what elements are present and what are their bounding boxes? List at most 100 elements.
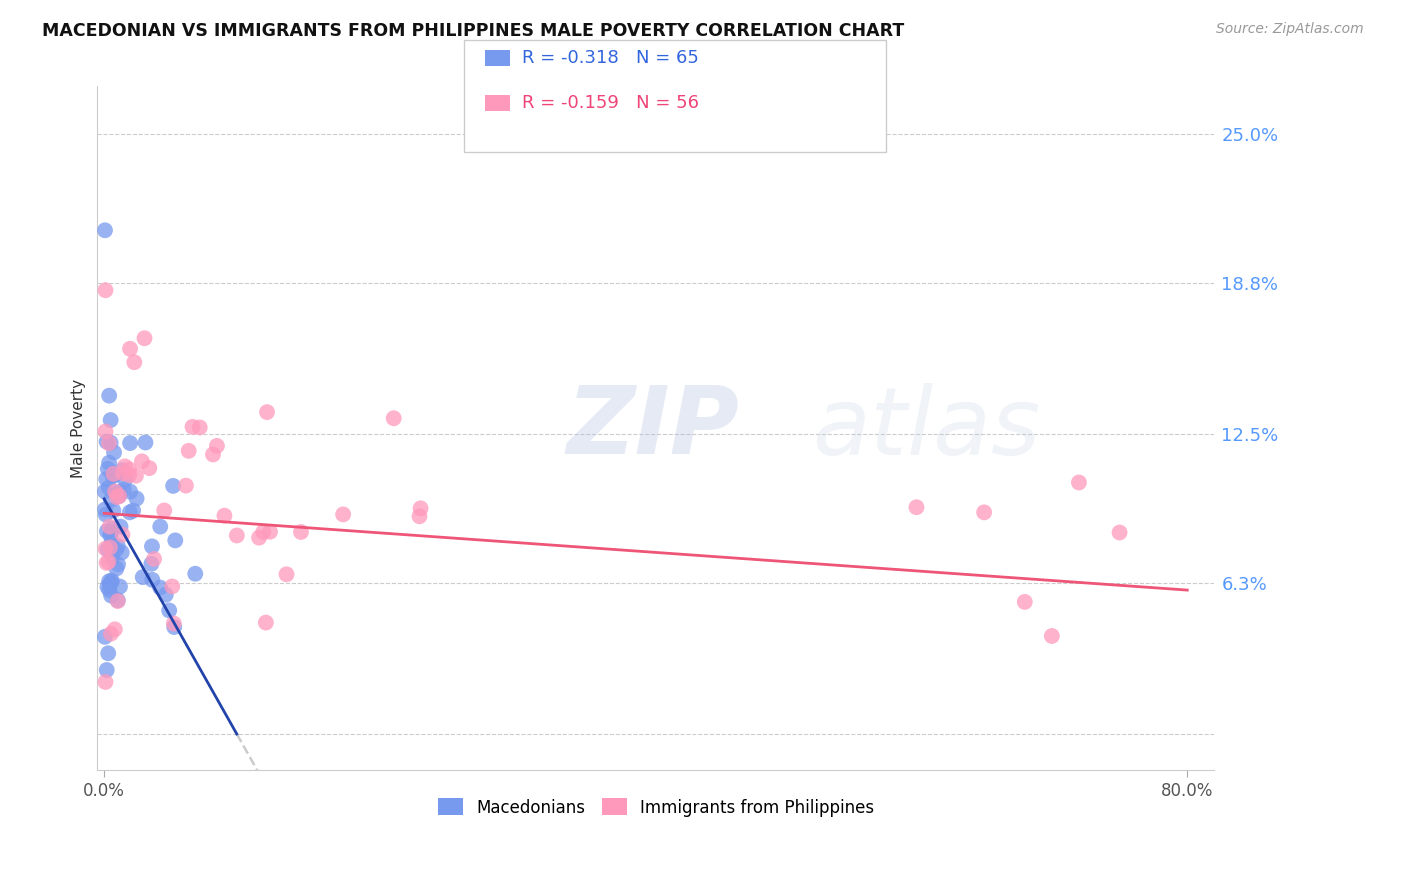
Point [259,524,281,539]
Point [149,581,172,595]
Point [225,528,247,542]
Point [107,593,129,607]
Point [290,524,312,539]
Point [100,536,122,550]
Point [205,439,228,453]
Point [98,574,121,589]
Point [214,508,236,523]
Point [409,501,432,516]
Point [141,540,163,554]
Point [132,570,155,584]
Point [134,435,156,450]
Point [101,469,124,483]
Point [98,389,121,403]
Point [97,462,120,476]
Point [163,616,186,631]
Point [107,489,129,503]
Point [256,405,278,419]
Point [107,558,129,572]
Point [118,462,141,476]
Point [105,561,128,575]
Text: R = -0.159   N = 56: R = -0.159 N = 56 [522,94,699,112]
Point [108,485,131,500]
Point [94,630,117,644]
Point [111,463,134,477]
Point [155,588,177,602]
Point [131,454,153,468]
Point [96,663,118,677]
Point [103,467,125,481]
Point [103,445,125,459]
Point [94,223,117,237]
Point [382,411,405,425]
Point [100,435,122,450]
Point [118,505,141,519]
Point [188,420,211,434]
Point [141,557,163,571]
Point [94,484,117,499]
Point [100,589,122,603]
Point [100,575,122,590]
Point [134,331,156,345]
Point [104,467,127,482]
Point [174,478,197,492]
Point [118,342,141,356]
Point [905,500,928,515]
Point [100,493,122,508]
Point [105,490,128,504]
Point [120,436,142,450]
Point [111,527,134,541]
Point [97,542,120,557]
Point [96,472,118,486]
Point [98,577,121,591]
Point [1014,595,1036,609]
Point [1040,629,1063,643]
Point [96,556,118,570]
Point [97,646,120,660]
Point [101,550,124,565]
Point [114,472,136,486]
Point [94,425,117,439]
Text: Source: ZipAtlas.com: Source: ZipAtlas.com [1216,22,1364,37]
Point [202,447,225,461]
Point [108,580,131,594]
Point [105,542,128,557]
Point [122,503,145,517]
Text: atlas: atlas [813,383,1040,474]
Point [98,519,121,533]
Point [101,522,124,536]
Point [120,484,142,499]
Point [125,468,148,483]
Point [149,519,172,533]
Point [94,675,117,690]
Point [94,283,117,297]
Point [157,603,180,617]
Point [276,567,298,582]
Point [114,459,136,474]
Point [125,491,148,506]
Point [100,525,122,540]
Point [181,420,204,434]
Point [124,355,146,369]
Point [96,524,118,538]
Point [97,555,120,569]
Point [96,580,118,594]
Point [184,566,207,581]
Point [1067,475,1090,490]
Point [111,545,134,559]
Point [108,489,131,503]
Point [1108,525,1130,540]
Point [177,443,200,458]
Point [332,508,354,522]
Point [163,620,186,634]
Point [107,594,129,608]
Point [100,574,122,588]
Y-axis label: Male Poverty: Male Poverty [72,378,86,478]
Point [165,533,187,548]
Point [103,503,125,517]
Point [143,552,166,566]
Point [94,502,117,516]
Point [110,519,132,533]
Point [160,579,183,593]
Point [98,456,121,470]
